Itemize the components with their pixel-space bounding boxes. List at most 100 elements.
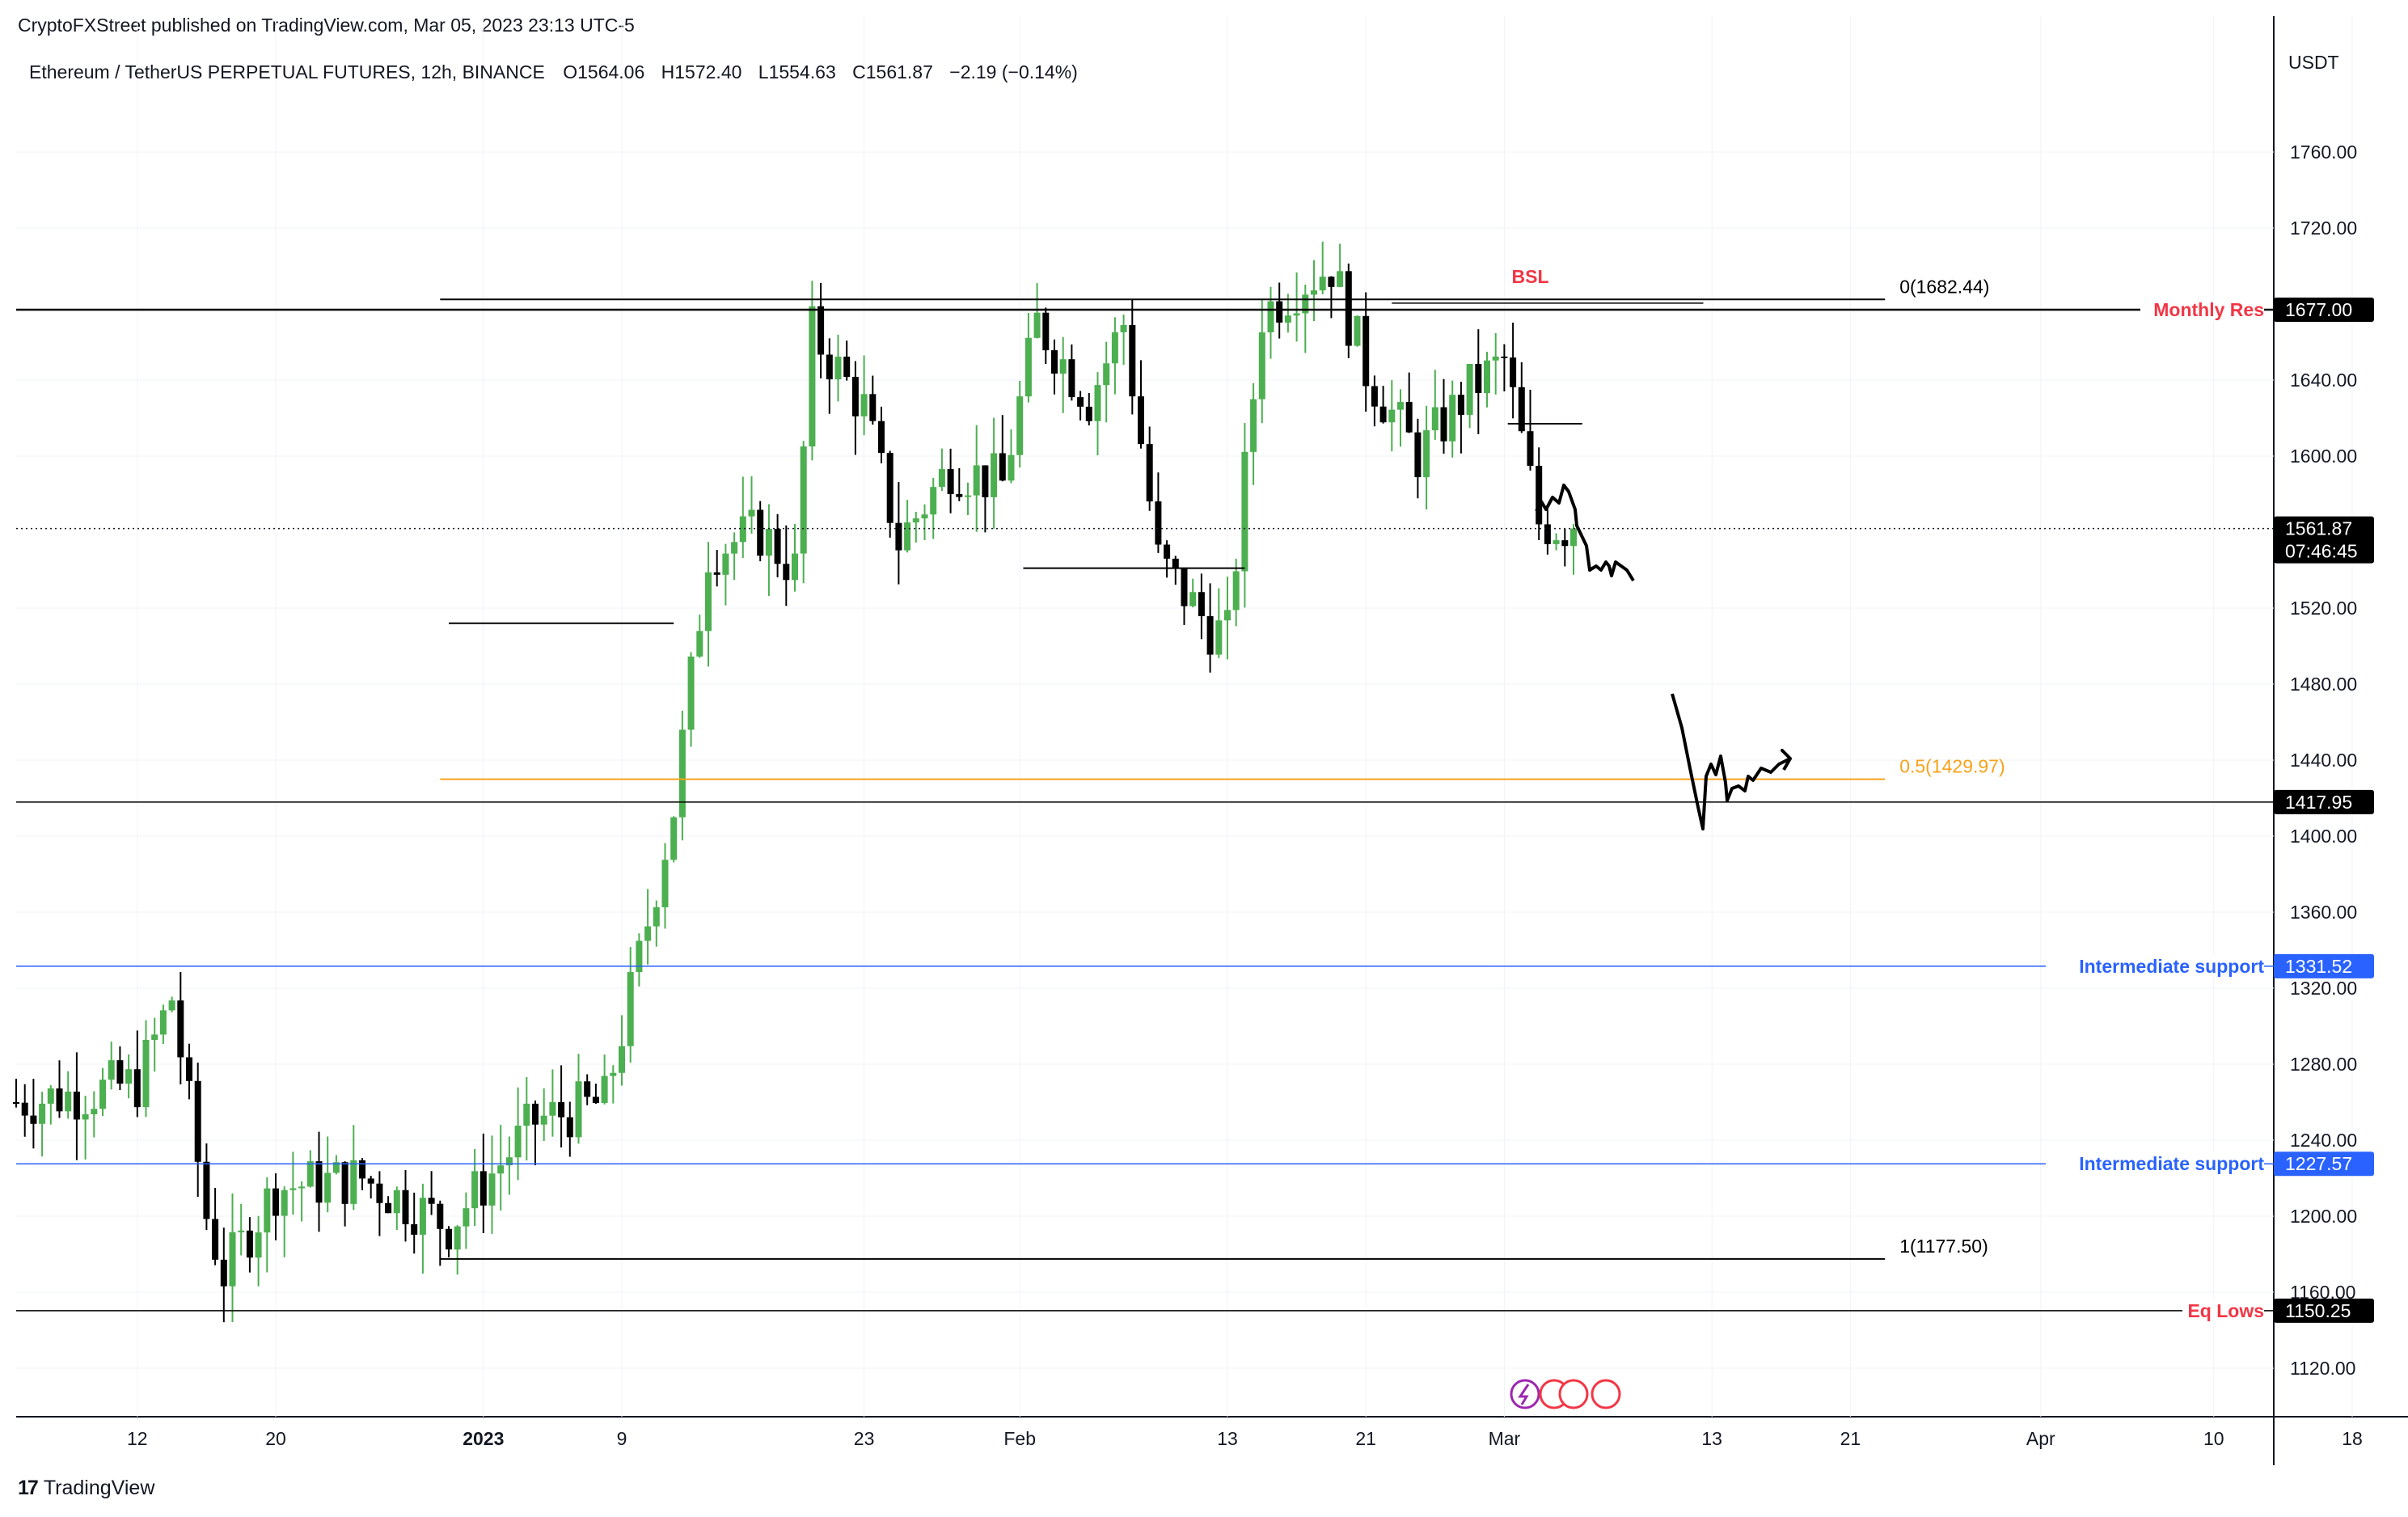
price-tick-label: 1200.00 bbox=[2290, 1206, 2357, 1227]
price-tick-label: 1480.00 bbox=[2290, 674, 2357, 695]
candle bbox=[1553, 533, 1560, 551]
price-tick-label: 1120.00 bbox=[2290, 1358, 2355, 1379]
fib-label: 1(1177.50) bbox=[1899, 1236, 1988, 1257]
fib-level[interactable]: 1(1177.50) bbox=[440, 1236, 1988, 1260]
tradingview-brand[interactable]: 17 TradingView bbox=[18, 1477, 154, 1500]
time-axis[interactable]: 12 20 2023 9 23 Feb 13 21 Mar 13 21 Apr 10 18 bbox=[127, 1428, 2363, 1449]
candle bbox=[177, 972, 184, 1084]
candle bbox=[1164, 540, 1171, 578]
fib-level[interactable]: 0.5(1429.97) bbox=[440, 756, 2005, 780]
candle bbox=[1379, 386, 1387, 424]
candle bbox=[705, 542, 712, 667]
candle bbox=[1371, 375, 1378, 427]
candle bbox=[238, 1203, 245, 1256]
legend-symbol-name: Ethereum / TetherUS PERPETUAL FUTURES, 1… bbox=[29, 61, 545, 82]
candle bbox=[1094, 372, 1101, 456]
candle bbox=[1198, 573, 1205, 640]
candle bbox=[1388, 380, 1396, 452]
us-flag-icon[interactable] bbox=[1558, 1379, 1589, 1409]
time-tick-label: 20 bbox=[265, 1428, 286, 1449]
level-intermediate-support-1[interactable]: Intermediate support bbox=[16, 954, 2274, 978]
candle bbox=[1328, 276, 1335, 319]
candle bbox=[1484, 351, 1490, 408]
candle bbox=[584, 1074, 591, 1105]
price-tags: 1677.00 1417.95 1331.52 1227.57 1150.25 1561.… bbox=[2274, 298, 2374, 1323]
candle bbox=[1085, 392, 1092, 426]
current-price: 1561.87 bbox=[2285, 518, 2352, 539]
us-flag-icon[interactable] bbox=[1591, 1379, 1621, 1409]
candle bbox=[1570, 524, 1577, 575]
candle bbox=[255, 1215, 262, 1287]
price-tag: 1150.25 bbox=[2274, 1298, 2374, 1323]
publisher-line: CryptoFXStreet published on TradingView.… bbox=[18, 15, 635, 36]
candle bbox=[783, 525, 790, 606]
candle bbox=[220, 1228, 227, 1323]
candle bbox=[306, 1150, 314, 1188]
level-label: Intermediate support bbox=[2079, 956, 2264, 977]
candle bbox=[1250, 382, 1257, 485]
candle bbox=[1293, 272, 1300, 342]
candle bbox=[402, 1170, 409, 1242]
candle bbox=[341, 1161, 349, 1227]
candle bbox=[142, 1020, 150, 1118]
price-tick-label: 1720.00 bbox=[2290, 218, 2357, 239]
candle bbox=[696, 615, 703, 658]
candle bbox=[878, 406, 885, 463]
candle bbox=[497, 1125, 505, 1211]
time-tick-label: Mar bbox=[1489, 1428, 1521, 1449]
price-tag: 1331.52 bbox=[2274, 953, 2374, 978]
candle bbox=[678, 710, 686, 841]
candle bbox=[1138, 360, 1144, 449]
candle bbox=[566, 1101, 573, 1157]
candle bbox=[1215, 588, 1223, 658]
candle bbox=[982, 465, 989, 533]
candle bbox=[65, 1071, 72, 1119]
candle bbox=[47, 1085, 54, 1125]
candle bbox=[133, 1030, 141, 1118]
price-tag: 1227.57 bbox=[2274, 1151, 2374, 1177]
candle bbox=[99, 1067, 106, 1117]
candle bbox=[1544, 509, 1551, 555]
levels: Monthly Res Intermediate support Intermedi… bbox=[16, 276, 2274, 1322]
level-eq-lows[interactable]: Eq Lows bbox=[16, 1299, 2274, 1322]
candle bbox=[514, 1087, 522, 1181]
level-monthly-res[interactable]: Monthly Res bbox=[16, 298, 2274, 322]
candle bbox=[186, 1043, 192, 1100]
candle bbox=[1024, 312, 1032, 403]
price-tick-label: 1600.00 bbox=[2290, 446, 2357, 467]
candle bbox=[488, 1135, 496, 1234]
price-axis[interactable]: 1760.00 1720.00 1640.00 1600.00 1520.00 1480.… bbox=[2290, 142, 2357, 1379]
candle bbox=[826, 338, 833, 414]
fib-level[interactable]: 0(1682.44) bbox=[440, 276, 1989, 301]
candle bbox=[1206, 583, 1214, 673]
candles bbox=[13, 241, 1577, 1323]
candle bbox=[411, 1192, 418, 1254]
svg-text:1331.52: 1331.52 bbox=[2285, 956, 2352, 977]
candle bbox=[108, 1042, 115, 1090]
candle bbox=[1492, 333, 1499, 395]
candle bbox=[713, 550, 720, 587]
candle bbox=[1397, 389, 1404, 447]
candle bbox=[739, 476, 746, 559]
candle bbox=[1527, 389, 1534, 471]
candle bbox=[1501, 344, 1508, 392]
candle bbox=[116, 1046, 124, 1091]
candle bbox=[1510, 322, 1517, 419]
level-intermediate-support-2[interactable]: Intermediate support bbox=[16, 1152, 2274, 1176]
legend-close: 1561.87 bbox=[866, 61, 933, 82]
projection-path-1[interactable] bbox=[1535, 484, 1635, 582]
economic-events[interactable] bbox=[1510, 1379, 1621, 1409]
lightning-icon[interactable] bbox=[1510, 1379, 1540, 1409]
price-tick-label: 1240.00 bbox=[2290, 1130, 2357, 1151]
projection-path-2[interactable] bbox=[1671, 693, 1792, 830]
time-tick-label: 2023 bbox=[463, 1428, 504, 1449]
candle bbox=[1051, 339, 1058, 395]
time-tick-label: 13 bbox=[1701, 1428, 1722, 1449]
candle bbox=[869, 375, 877, 425]
candle bbox=[1258, 298, 1265, 424]
candle bbox=[1008, 429, 1015, 484]
time-tick-label: Feb bbox=[1003, 1428, 1036, 1449]
candle bbox=[947, 448, 954, 513]
candle bbox=[757, 501, 764, 562]
